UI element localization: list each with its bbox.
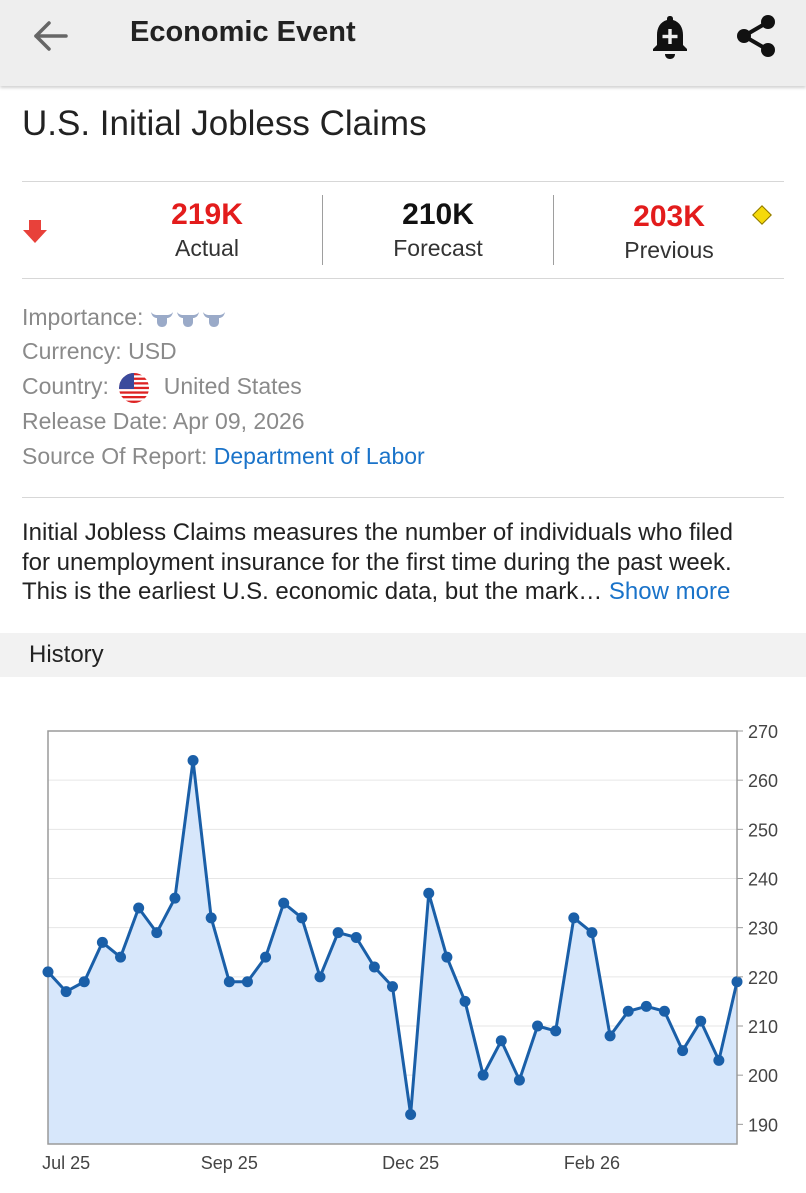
app-bar: Economic Event <box>0 0 806 86</box>
y-tick-label: 210 <box>748 1017 778 1037</box>
divider <box>22 181 784 182</box>
event-description: Initial Jobless Claims measures the numb… <box>22 518 792 607</box>
importance-row: Importance: <box>22 302 228 332</box>
x-tick-label: Dec 25 <box>382 1153 439 1173</box>
stat-divider <box>322 195 323 265</box>
x-tick-label: Feb 26 <box>564 1153 620 1173</box>
data-point <box>387 981 398 993</box>
data-point <box>169 892 181 904</box>
currency-label: Currency: <box>22 338 122 364</box>
actual-stat: 219K Actual <box>92 196 322 262</box>
forecast-stat: 210K Forecast <box>323 196 553 262</box>
data-point <box>133 902 145 914</box>
data-point <box>513 1074 525 1086</box>
importance-bulls-icon <box>150 311 225 327</box>
description-line: This is the earliest U.S. economic data,… <box>22 578 731 605</box>
data-point <box>532 1020 544 1032</box>
data-point <box>640 1000 652 1012</box>
down-arrow-icon <box>23 220 47 243</box>
data-point <box>368 961 380 973</box>
forecast-value: 210K <box>402 198 474 231</box>
description-line: for unemployment insurance for the first… <box>22 548 732 576</box>
data-point <box>477 1069 489 1081</box>
back-arrow-icon[interactable] <box>30 16 72 56</box>
release-date-value: Apr 09, 2026 <box>172 408 305 434</box>
data-point <box>568 912 580 924</box>
y-tick-label: 200 <box>748 1066 778 1086</box>
data-point <box>622 1005 634 1017</box>
data-point <box>241 976 253 988</box>
data-point <box>350 932 362 943</box>
data-point <box>459 995 471 1007</box>
data-point <box>205 912 217 924</box>
show-more-link[interactable]: Show more <box>608 578 731 605</box>
data-point <box>658 1005 670 1017</box>
x-tick-label: Jul 25 <box>42 1153 90 1173</box>
data-point <box>495 1035 507 1047</box>
data-point <box>695 1015 707 1027</box>
forecast-label: Forecast <box>393 235 483 261</box>
data-point <box>713 1054 725 1066</box>
y-tick-label: 240 <box>748 870 778 890</box>
data-point <box>604 1030 616 1042</box>
us-flag-icon <box>119 372 150 403</box>
source-link[interactable]: Department of Labor <box>213 443 425 469</box>
previous-label: Previous <box>624 237 714 263</box>
data-point <box>78 976 90 988</box>
share-icon[interactable] <box>732 12 780 60</box>
history-section-header: History <box>0 633 806 677</box>
data-point <box>278 897 290 909</box>
country-label: Country: <box>22 373 109 399</box>
data-point <box>187 755 199 766</box>
data-point <box>586 927 598 939</box>
event-title: U.S. Initial Jobless Claims <box>22 104 427 143</box>
currency-row: Currency: USD <box>22 336 177 366</box>
add-alert-icon[interactable] <box>646 12 694 62</box>
app-bar-title: Economic Event <box>130 16 356 48</box>
stat-divider <box>553 195 554 265</box>
y-tick-label: 250 <box>748 820 778 840</box>
history-chart: 190 200 210 220 230 240 250 260 270 Jul 25 Sep 25 D… <box>42 722 778 1173</box>
data-point <box>296 912 308 924</box>
divider <box>22 278 784 279</box>
data-point <box>332 927 344 939</box>
data-point <box>405 1109 417 1120</box>
source-row: Source Of Report: Department of Labor <box>22 441 425 471</box>
x-tick-label: Sep 25 <box>201 1153 258 1173</box>
y-tick-label: 220 <box>748 968 778 988</box>
actual-label: Actual <box>175 235 239 261</box>
data-point <box>441 951 453 963</box>
y-tick-label: 270 <box>748 722 778 742</box>
previous-stat: 203K Previous <box>554 198 784 264</box>
data-point <box>677 1045 689 1057</box>
y-tick-label: 190 <box>748 1115 778 1135</box>
data-point <box>115 951 127 963</box>
source-label: Source Of Report: <box>22 443 208 469</box>
data-point <box>731 976 743 988</box>
release-date-label: Release Date: <box>22 408 168 434</box>
data-point <box>314 971 326 983</box>
previous-value: 203K <box>633 200 705 233</box>
country-value: United States <box>163 373 302 399</box>
actual-value: 219K <box>171 198 243 231</box>
data-point <box>42 966 54 978</box>
data-point <box>223 976 235 988</box>
area-fill <box>48 760 737 1144</box>
release-date-row: Release Date: Apr 09, 2026 <box>22 406 305 436</box>
divider <box>22 497 784 498</box>
description-line: Initial Jobless Claims measures the numb… <box>22 519 733 546</box>
data-point <box>260 951 272 963</box>
history-label: History <box>29 641 104 668</box>
data-point <box>60 986 72 998</box>
importance-label: Importance: <box>22 304 144 330</box>
y-tick-label: 260 <box>748 771 778 791</box>
data-point <box>151 927 163 939</box>
country-row: Country: United States <box>22 371 302 403</box>
data-point <box>550 1025 562 1037</box>
data-point <box>96 936 108 948</box>
data-point <box>423 887 435 899</box>
y-tick-label: 230 <box>748 919 778 939</box>
currency-value: USD <box>128 338 177 364</box>
plot-frame <box>47 730 738 1145</box>
